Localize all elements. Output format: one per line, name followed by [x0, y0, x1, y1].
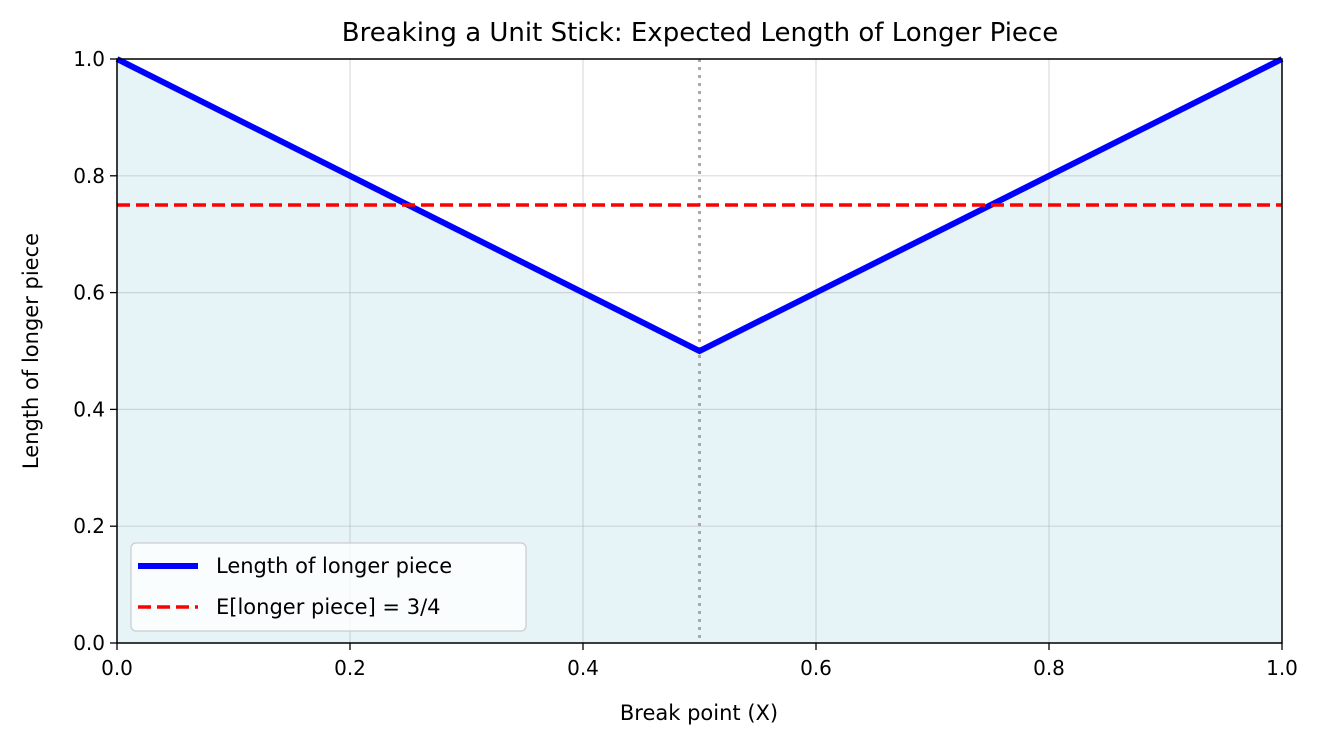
x-tick-label-5: 1.0	[1266, 656, 1298, 680]
chart-title: Breaking a Unit Stick: Expected Length o…	[342, 18, 1058, 48]
plot-area: 0.0 0.2 0.4 0.6 0.8 1.0 0.0 0.2 0.4 0.6 0.8 1.0	[73, 47, 1298, 680]
y-tick-label-3: 0.6	[73, 281, 105, 305]
y-tick-label-5: 1.0	[73, 47, 105, 71]
legend-box	[130, 542, 527, 632]
series-layer	[115, 56, 1284, 355]
x-tick-label-4: 0.8	[1033, 656, 1065, 680]
y-tick-label-0: 0.0	[73, 631, 105, 655]
legend-label-longer-piece: Length of longer piece	[216, 554, 452, 578]
series-line-0	[115, 56, 1284, 355]
legend-label-expected-value: E[longer piece] = 3/4	[216, 595, 441, 619]
x-tick-label-3: 0.6	[800, 656, 832, 680]
y-axis-label: Length of longer piece	[19, 233, 43, 469]
y-tick-label-4: 0.8	[73, 164, 105, 188]
x-axis-ticks: 0.0 0.2 0.4 0.6 0.8 1.0	[101, 643, 1298, 680]
y-axis-ticks: 0.0 0.2 0.4 0.6 0.8 1.0	[73, 47, 117, 655]
x-tick-label-2: 0.4	[567, 656, 599, 680]
x-tick-label-0: 0.0	[101, 656, 133, 680]
y-tick-label-2: 0.4	[73, 397, 105, 421]
x-axis-label: Break point (X)	[620, 701, 778, 725]
axes-frame	[116, 58, 1283, 644]
x-tick-label-1: 0.2	[334, 656, 366, 680]
y-tick-label-1: 0.2	[73, 514, 105, 538]
legend: Length of longer piece E[longer piece] =…	[130, 542, 527, 632]
